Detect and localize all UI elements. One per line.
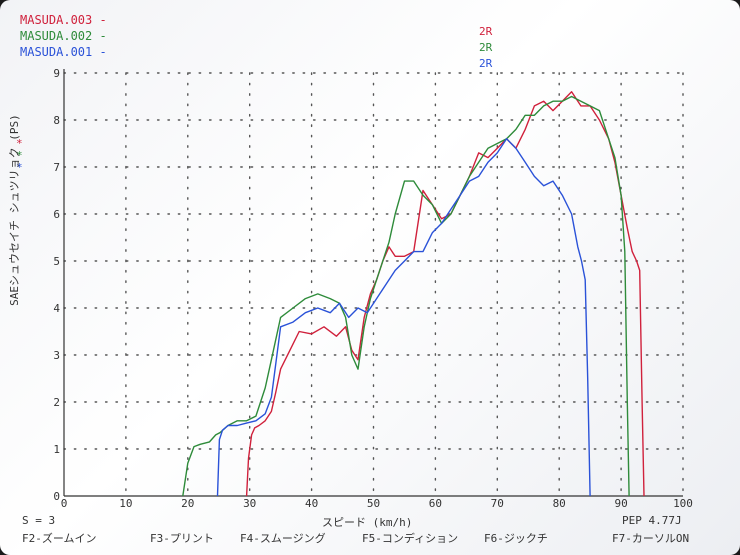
- series-line-masuda-001: [216, 138, 591, 497]
- fkey-condition[interactable]: F5-コンディション: [362, 532, 459, 545]
- legend-item-masuda-003[interactable]: MASUDA.003 -: [20, 13, 107, 27]
- y-tick-label: 0: [53, 490, 60, 503]
- pep-value: PEP 4.77J: [622, 514, 682, 527]
- x-tick-label: 20: [181, 497, 194, 510]
- series-markers: * * *: [16, 138, 26, 174]
- x-tick-label: 60: [429, 497, 442, 510]
- y-tick-label: 5: [53, 255, 60, 268]
- fkey-f6[interactable]: F6-ジックチ: [484, 532, 548, 545]
- marker-red: *: [16, 137, 23, 150]
- x-tick-label: 10: [119, 497, 132, 510]
- legend-dash: -: [99, 45, 107, 59]
- fkey-print[interactable]: F3-プリント: [150, 532, 214, 545]
- x-tick-label: 80: [553, 497, 566, 510]
- legend-item-masuda-002[interactable]: MASUDA.002 -: [20, 29, 107, 43]
- y-tick-label: 4: [53, 302, 60, 315]
- legend-name: MASUDA.001: [20, 45, 93, 59]
- x-axis-label: スピード (km/h): [322, 516, 413, 529]
- y-tick-label: 2: [53, 396, 60, 409]
- marker-green: *: [16, 149, 23, 162]
- y-tick-label: 8: [53, 114, 60, 127]
- y-tick-label: 7: [53, 161, 60, 174]
- legend-name: MASUDA.003: [20, 13, 93, 27]
- run-tag-001: 2R: [479, 57, 493, 70]
- marker-blue: *: [16, 161, 23, 174]
- legend-dash: -: [99, 29, 107, 43]
- legend-name: MASUDA.002: [20, 29, 93, 43]
- y-tick-label: 6: [53, 208, 60, 221]
- x-tick-label: 0: [61, 497, 68, 510]
- run-tag-003: 2R: [479, 25, 493, 38]
- series-line-masuda-002: [182, 95, 630, 497]
- x-tick-label: 70: [491, 497, 504, 510]
- y-tick-label: 1: [53, 443, 60, 456]
- smoothing-value: S = 3: [22, 514, 56, 527]
- legend-item-masuda-001[interactable]: MASUDA.001 -: [20, 45, 107, 59]
- run-tag-002: 2R: [479, 41, 493, 54]
- y-tick-label: 9: [53, 67, 60, 80]
- x-tick-label: 100: [673, 497, 693, 510]
- fkey-smoothing[interactable]: F4-スムージング: [240, 532, 326, 545]
- legend-dash: -: [99, 13, 107, 27]
- fkey-zoom-in[interactable]: F2-ズームイン: [22, 532, 97, 545]
- y-axis-label: SAEシュウセイチ シュツリョク (PS): [8, 114, 21, 306]
- x-tick-label: 50: [367, 497, 380, 510]
- x-tick-label: 30: [243, 497, 256, 510]
- fkey-cursor-on[interactable]: F7-カーソルON: [612, 532, 690, 545]
- x-tick-label: 40: [305, 497, 318, 510]
- y-tick-label: 3: [53, 349, 60, 362]
- x-tick-label: 90: [614, 497, 627, 510]
- series-line-masuda-003: [245, 91, 645, 497]
